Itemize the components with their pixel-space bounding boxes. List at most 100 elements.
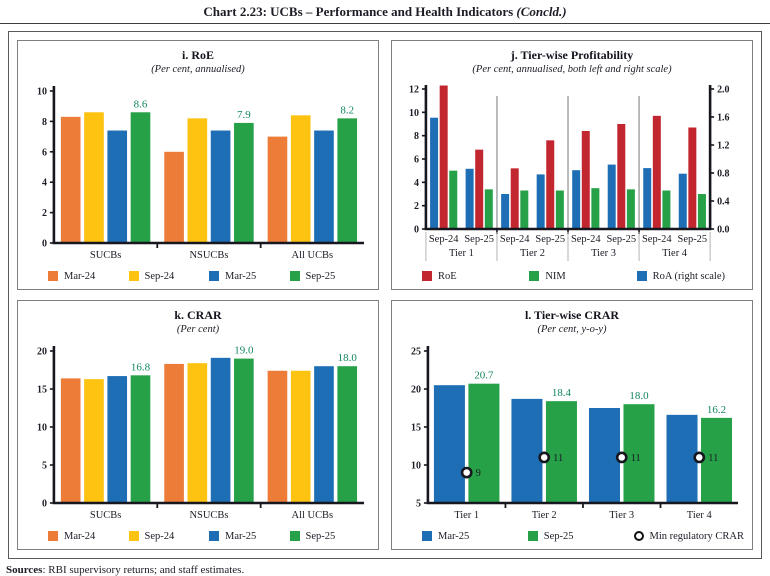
bar-roe: [617, 124, 626, 229]
legend-label: NIM: [545, 270, 566, 282]
legend-swatch: [128, 271, 139, 281]
bar-nim: [662, 190, 671, 229]
x-category-label: All UCBs: [292, 510, 334, 521]
legend-label: Mar-25: [225, 270, 257, 282]
roe-chart-svg: 0 2 4 6 8 10 8.6 7.9 8.2 SUCBs NSUCBs All UCBs: [37, 86, 365, 261]
bar-mar-25-tier-1: [433, 385, 465, 503]
value-label: 16.8: [131, 361, 151, 373]
bar-sep-25-sucbs: [130, 112, 151, 243]
svg-text:10: 10: [409, 108, 419, 119]
bar-mar-25-nsucbs: [210, 357, 231, 503]
bar-sep-24-sucbs: [84, 112, 104, 243]
crar-legend: Mar-24 Sep-24 Mar-25 Sep-25: [22, 525, 374, 547]
svg-text:12: 12: [409, 84, 419, 95]
figure-title-suffix: (Concld.): [516, 4, 567, 19]
figure-title-text: Chart 2.23: UCBs – Performance and Healt…: [203, 4, 517, 19]
charts-grid: i. RoE (Per cent, annualised) 0 2 4 6 8 10 8.6…: [17, 40, 753, 550]
svg-text:10: 10: [37, 422, 47, 433]
bar-nim: [520, 190, 529, 229]
legend-label: Sep-25: [543, 530, 574, 542]
bar-roe: [510, 168, 519, 229]
legend-swatch: [289, 271, 300, 281]
bar-roa-right-scale: [465, 168, 474, 229]
bar-sep-25-sucbs: [130, 375, 151, 503]
bar-roa-right-scale: [536, 174, 545, 229]
bar-roe: [546, 140, 555, 229]
svg-text:0.4: 0.4: [717, 196, 729, 207]
svg-text:2.0: 2.0: [717, 84, 729, 95]
bar-roe: [439, 85, 448, 229]
value-label: 16.2: [707, 404, 726, 416]
charts-container: i. RoE (Per cent, annualised) 0 2 4 6 8 10 8.6…: [8, 31, 762, 559]
legend-item-min-regulatory-crar: Min regulatory CRAR: [633, 530, 745, 542]
legend-swatch: [48, 531, 58, 541]
svg-text:1.6: 1.6: [717, 112, 729, 123]
panel-subtitle: (Per cent): [176, 324, 220, 335]
legend-item-sep-25: Sep-25: [289, 271, 371, 282]
value-label: 18.0: [338, 352, 358, 364]
legend-item-mar-24: Mar-24: [48, 271, 129, 282]
svg-text:0.8: 0.8: [717, 168, 729, 179]
tier-profitability-chart-svg: 0 2 4 6 8 10 12 0.0 0.4 0.8 1.2 1.6 2.0 Sep-24 Sep-25 S…: [409, 84, 730, 261]
figure-title: Chart 2.23: UCBs – Performance and Healt…: [0, 0, 770, 20]
legend-item-nim: NIM: [529, 271, 636, 282]
min-crar-marker: [615, 451, 628, 464]
svg-text:10: 10: [411, 460, 421, 471]
bar-roe: [652, 115, 661, 229]
bar-sep-25-tier-1: [468, 383, 500, 503]
min-crar-marker-icon: [633, 531, 644, 541]
tier-crar-chart-svg: 5 10 15 20 25 20.7 18.4 18.0 16.2 9 11 11 11 Tier 1 Ti…: [411, 346, 739, 521]
legend-label: Min regulatory CRAR: [649, 530, 745, 542]
bar-roa-right-scale: [678, 173, 687, 229]
bar-roa-right-scale: [572, 170, 581, 229]
x-category-label: Tier 4: [687, 510, 713, 521]
svg-text:6: 6: [42, 147, 47, 158]
bar-mar-24-all-ucbs: [267, 136, 288, 243]
legend-item-sep-24: Sep-24: [128, 271, 210, 282]
svg-text:0: 0: [42, 498, 47, 509]
x-subcategory-label: Sep-25: [678, 234, 708, 245]
legend-item-roe: RoE: [422, 271, 529, 282]
legend-label: Mar-24: [64, 530, 96, 542]
value-label: 19.0: [234, 345, 254, 357]
x-group-label: Tier 4: [662, 248, 688, 259]
legend-item-sep-25: Sep-25: [527, 530, 634, 542]
value-label: 7.9: [237, 109, 251, 121]
svg-text:5: 5: [42, 460, 47, 471]
x-category-label: SUCBs: [90, 510, 121, 521]
legend-item-mar-25: Mar-25: [209, 531, 290, 542]
legend-label: Sep-25: [305, 530, 336, 542]
x-category-label: Tier 2: [532, 510, 557, 521]
x-category-label: NSUCBs: [190, 510, 229, 521]
x-category-label: All UCBs: [292, 250, 334, 261]
panel-subtitle: (Per cent, annualised, both left and rig…: [472, 64, 672, 75]
panel-title: k. CRAR: [174, 308, 222, 322]
svg-text:4: 4: [42, 178, 47, 189]
panel-title: j. Tier-wise Profitability: [510, 48, 634, 62]
marker-label: 11: [631, 453, 641, 464]
bar-mar-25-tier-3: [588, 408, 620, 503]
legend-swatch: [128, 531, 139, 541]
tier-crar-bar-chart: 5 10 15 20 25 20.7 18.4 18.0 16.2 9 11 11 11 Tier 1 Ti…: [396, 337, 748, 525]
value-label: 8.2: [340, 104, 354, 116]
svg-text:25: 25: [411, 346, 421, 357]
legend-swatch: [422, 271, 432, 281]
bar-mar-24-nsucbs: [164, 363, 184, 503]
x-category-label: Tier 1: [454, 510, 479, 521]
x-group-label: Tier 3: [591, 248, 616, 259]
bar-nim: [697, 194, 706, 229]
svg-text:20: 20: [37, 346, 47, 357]
marker-label: 11: [553, 453, 563, 464]
bar-nim: [555, 190, 564, 229]
x-category-label: SUCBs: [90, 250, 121, 261]
value-label: 18.4: [552, 387, 572, 399]
bar-mar-25-all-ucbs: [314, 366, 334, 503]
legend-label: RoA (right scale): [652, 270, 725, 282]
bar-roa-right-scale: [643, 168, 652, 229]
bar-mar-24-all-ucbs: [267, 370, 288, 503]
x-group-label: Tier 1: [449, 248, 474, 259]
legend-swatch: [289, 531, 300, 541]
legend-item-sep-24: Sep-24: [128, 531, 210, 542]
legend-swatch: [422, 531, 432, 541]
x-subcategory-label: Sep-24: [642, 234, 672, 245]
